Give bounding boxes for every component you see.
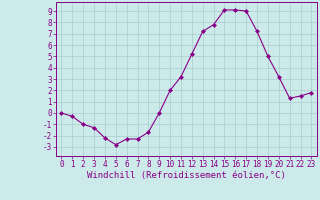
X-axis label: Windchill (Refroidissement éolien,°C): Windchill (Refroidissement éolien,°C): [87, 171, 286, 180]
